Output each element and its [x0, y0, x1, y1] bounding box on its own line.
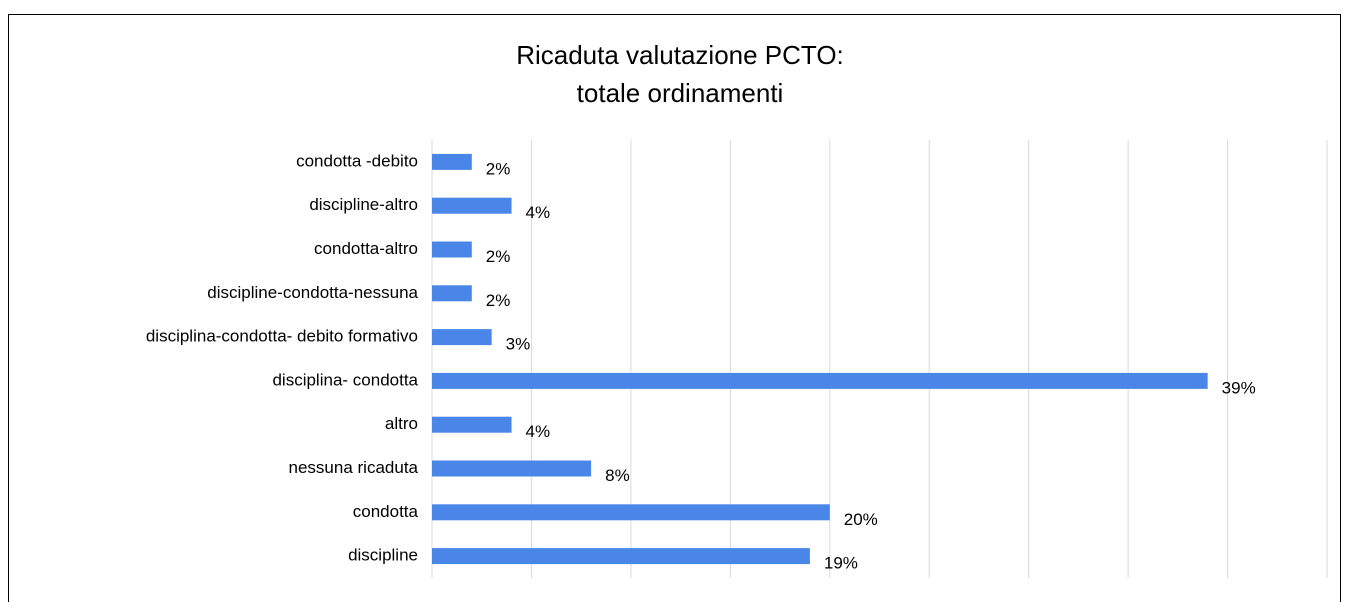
bar: [432, 329, 492, 346]
bar: [432, 241, 472, 258]
data-label: 2%: [486, 159, 511, 178]
y-tick-label: discipline-condotta-nessuna: [207, 283, 418, 302]
data-label: 3%: [506, 335, 531, 354]
bar: [432, 153, 472, 170]
bar: [432, 416, 512, 433]
bar: [432, 460, 592, 477]
bar: [432, 504, 830, 521]
y-tick-label: condotta: [353, 502, 419, 521]
y-tick-label: disciplina-condotta- debito formativo: [146, 327, 418, 346]
data-label: 2%: [486, 247, 511, 266]
bar: [432, 197, 512, 214]
y-tick-label: condotta -debito: [296, 151, 418, 170]
y-tick-label: discipline: [348, 546, 418, 565]
data-label: 4%: [526, 422, 551, 441]
data-label: 39%: [1222, 378, 1256, 397]
y-tick-label: disciplina- condotta: [272, 370, 418, 389]
y-tick-label: condotta-altro: [314, 239, 418, 258]
y-tick-label: altro: [385, 414, 418, 433]
chart-subtitle: totale ordinamenti: [577, 78, 784, 108]
data-label: 2%: [486, 291, 511, 310]
data-label: 19%: [824, 554, 858, 573]
y-tick-label: discipline-altro: [309, 195, 418, 214]
bar: [432, 285, 472, 302]
chart-frame: [8, 14, 1341, 602]
bar: [432, 372, 1208, 389]
data-label: 8%: [605, 466, 630, 485]
bar: [432, 548, 810, 565]
data-label: 20%: [844, 510, 878, 529]
y-tick-label: nessuna ricaduta: [289, 458, 419, 477]
chart-title: Ricaduta valutazione PCTO:: [516, 40, 844, 70]
data-label: 4%: [526, 203, 551, 222]
